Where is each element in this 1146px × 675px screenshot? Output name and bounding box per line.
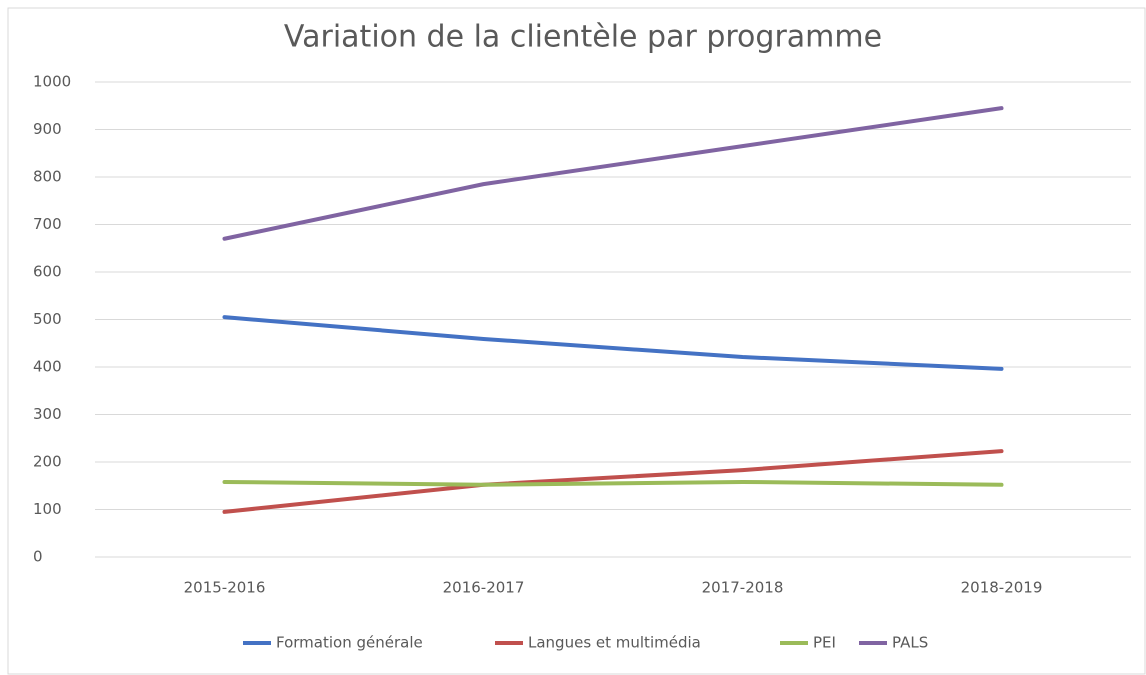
series-line: [222, 315, 1004, 371]
y-tick-label: 400: [33, 358, 62, 376]
y-tick-label: 800: [33, 168, 62, 186]
legend-label: PEI: [813, 634, 836, 652]
series-line: [222, 106, 1004, 241]
y-tick-label: 0: [33, 548, 43, 566]
y-tick-label: 100: [33, 500, 62, 518]
x-tick-label: 2015-2016: [184, 579, 266, 597]
y-tick-label: 700: [33, 215, 62, 233]
y-tick-label: 1000: [33, 73, 71, 91]
x-tick-label: 2017-2018: [702, 579, 784, 597]
series-line: [222, 479, 1004, 487]
y-tick-label: 600: [33, 263, 62, 281]
legend-label: PALS: [892, 634, 928, 652]
x-tick-label: 2018-2019: [961, 579, 1043, 597]
y-tick-label: 500: [33, 310, 62, 328]
series-line: [222, 449, 1004, 514]
chart-title: Variation de la clientèle par programme: [284, 20, 882, 55]
x-tick-label: 2016-2017: [443, 579, 525, 597]
y-tick-label: 900: [33, 120, 62, 138]
legend-label: Langues et multimédia: [528, 634, 701, 652]
chart-frame: [7, 7, 1146, 675]
legend-label: Formation générale: [276, 634, 423, 652]
y-tick-label: 300: [33, 405, 62, 423]
y-tick-label: 200: [33, 453, 62, 471]
